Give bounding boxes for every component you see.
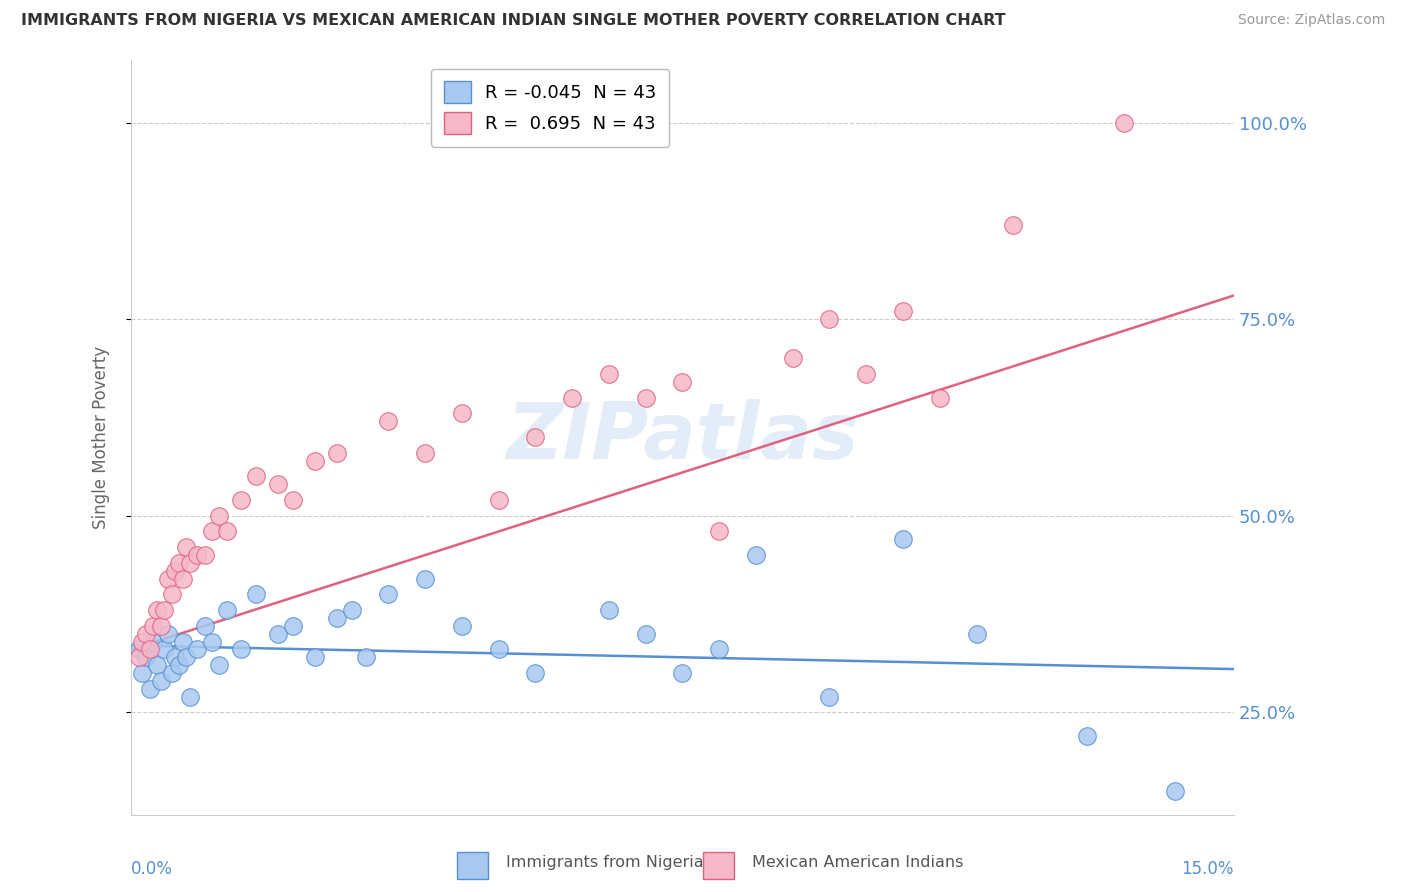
Point xyxy=(146,658,169,673)
Point xyxy=(671,375,693,389)
Point xyxy=(281,493,304,508)
Point xyxy=(201,634,224,648)
Point xyxy=(451,407,474,421)
Point xyxy=(167,556,190,570)
Point xyxy=(377,414,399,428)
Point xyxy=(179,690,201,704)
Point xyxy=(231,493,253,508)
Point xyxy=(135,650,157,665)
Point xyxy=(818,690,841,704)
Point xyxy=(215,603,238,617)
Point xyxy=(231,642,253,657)
Point xyxy=(208,658,231,673)
Point xyxy=(1002,218,1025,232)
Point xyxy=(1076,729,1098,743)
Point xyxy=(174,540,197,554)
Point xyxy=(172,634,194,648)
Point xyxy=(634,391,657,405)
Point xyxy=(966,626,988,640)
Point xyxy=(891,304,914,318)
Point xyxy=(146,603,169,617)
Point xyxy=(524,665,547,680)
Point xyxy=(128,642,150,657)
Point xyxy=(488,493,510,508)
Point xyxy=(326,446,349,460)
Text: ZIPatlas: ZIPatlas xyxy=(506,399,859,475)
Point xyxy=(524,430,547,444)
Text: Mexican American Indians: Mexican American Indians xyxy=(752,855,963,870)
Point xyxy=(782,351,804,366)
Point xyxy=(304,453,326,467)
Point xyxy=(377,587,399,601)
Point xyxy=(891,533,914,547)
Point xyxy=(215,524,238,539)
Point xyxy=(245,469,267,483)
Point xyxy=(167,658,190,673)
Point xyxy=(326,611,349,625)
Text: 15.0%: 15.0% xyxy=(1181,860,1234,878)
Point xyxy=(561,391,583,405)
Point xyxy=(208,508,231,523)
Point xyxy=(1112,115,1135,129)
Point xyxy=(160,587,183,601)
Point xyxy=(153,603,176,617)
Text: Immigrants from Nigeria: Immigrants from Nigeria xyxy=(506,855,704,870)
Point xyxy=(855,367,877,381)
Point xyxy=(598,603,620,617)
Point xyxy=(634,626,657,640)
Point xyxy=(138,681,160,696)
Point xyxy=(245,587,267,601)
Point xyxy=(156,572,179,586)
Point xyxy=(194,619,217,633)
Point xyxy=(149,673,172,688)
Point xyxy=(340,603,363,617)
Y-axis label: Single Mother Poverty: Single Mother Poverty xyxy=(93,345,110,529)
Text: 0.0%: 0.0% xyxy=(131,860,173,878)
Point xyxy=(135,626,157,640)
Point xyxy=(149,619,172,633)
Point xyxy=(186,642,208,657)
Point xyxy=(451,619,474,633)
Text: IMMIGRANTS FROM NIGERIA VS MEXICAN AMERICAN INDIAN SINGLE MOTHER POVERTY CORRELA: IMMIGRANTS FROM NIGERIA VS MEXICAN AMERI… xyxy=(21,13,1005,29)
Point xyxy=(413,446,436,460)
Point xyxy=(172,572,194,586)
Point xyxy=(928,391,950,405)
Point xyxy=(709,524,731,539)
Point xyxy=(488,642,510,657)
Point xyxy=(1164,784,1187,798)
Point xyxy=(160,665,183,680)
Point xyxy=(745,548,768,562)
Point xyxy=(165,650,187,665)
Point xyxy=(267,477,290,491)
Legend: R = -0.045  N = 43, R =  0.695  N = 43: R = -0.045 N = 43, R = 0.695 N = 43 xyxy=(432,69,669,147)
Point xyxy=(304,650,326,665)
Point xyxy=(131,665,153,680)
Point xyxy=(709,642,731,657)
Point xyxy=(174,650,197,665)
Point xyxy=(128,650,150,665)
Point xyxy=(356,650,378,665)
Point xyxy=(281,619,304,633)
Point xyxy=(186,548,208,562)
Point xyxy=(179,556,201,570)
Point xyxy=(138,642,160,657)
Point xyxy=(201,524,224,539)
Point xyxy=(156,626,179,640)
Point xyxy=(413,572,436,586)
Point xyxy=(267,626,290,640)
Point xyxy=(671,665,693,680)
Point xyxy=(818,312,841,326)
Text: Source: ZipAtlas.com: Source: ZipAtlas.com xyxy=(1237,13,1385,28)
Point xyxy=(598,367,620,381)
Point xyxy=(142,634,165,648)
Point xyxy=(131,634,153,648)
Point xyxy=(194,548,217,562)
Point xyxy=(153,642,176,657)
Point xyxy=(165,564,187,578)
Point xyxy=(142,619,165,633)
